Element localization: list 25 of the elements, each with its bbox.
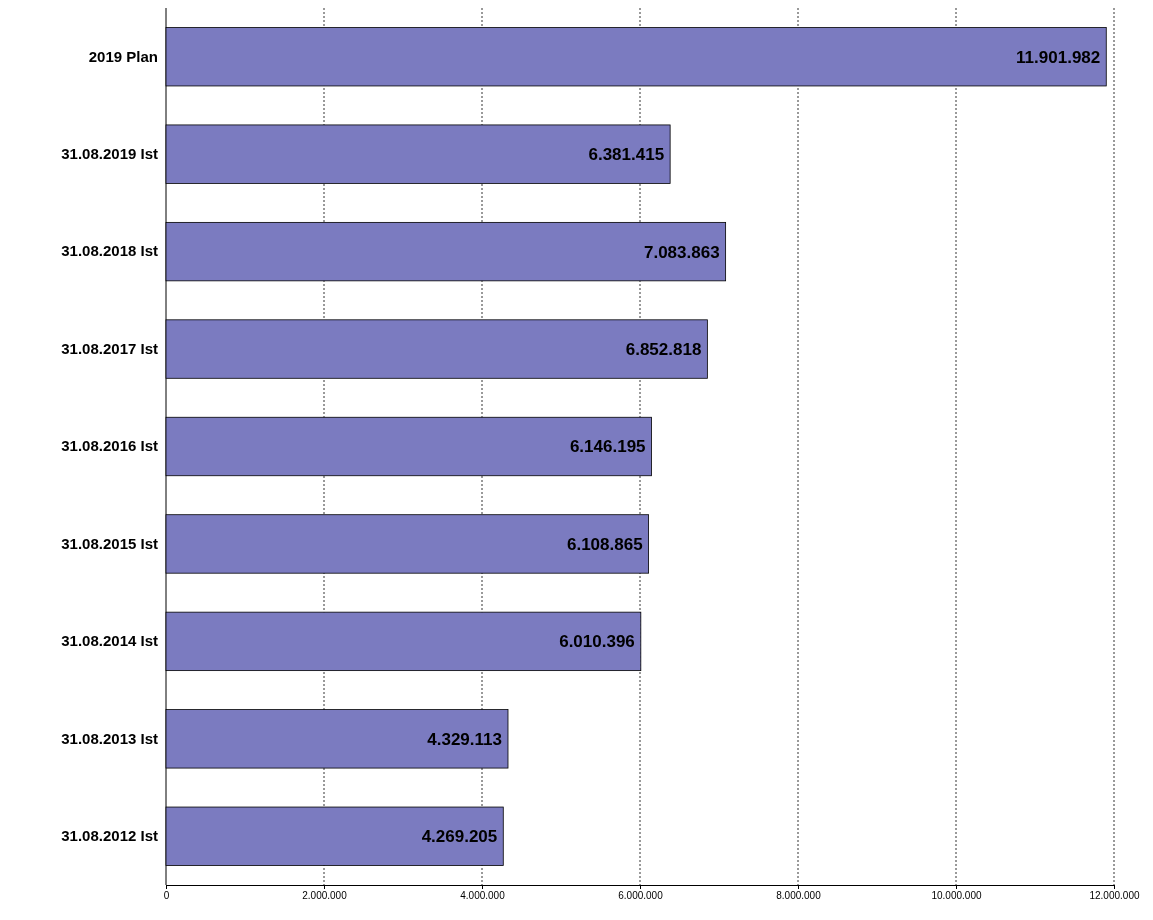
y-tick-label: 31.08.2015 Ist [61,534,158,552]
y-tick-label: 31.08.2014 Ist [61,632,158,650]
x-tick-label: 12.000.000 [1089,890,1140,902]
data-label: 6.108.865 [566,534,643,554]
data-label: 4.269.205 [421,827,498,847]
y-tick-label: 31.08.2016 Ist [61,437,158,455]
x-tick-label: 8.000.000 [776,890,822,902]
x-tick-label: 4.000.000 [460,890,506,902]
data-label: 6.852.818 [625,340,702,360]
y-tick-label: 31.08.2018 Ist [61,242,158,260]
y-tick-label: 31.08.2017 Ist [61,339,158,357]
data-label: 6.010.396 [559,632,635,652]
y-tick-label: 31.08.2019 Ist [61,144,158,162]
y-tick-label: 31.08.2012 Ist [61,827,158,845]
y-tick-label: 2019 Plan [88,47,158,65]
data-label: 6.381.415 [588,145,665,165]
x-tick-label: 2.000.000 [302,890,348,902]
x-tick-label: 10.000.000 [931,890,982,902]
x-tick-label: 6.000.000 [618,890,664,902]
data-label: 11.901.982 [1016,47,1101,67]
x-tick-label: 0 [163,890,170,902]
data-label: 7.083.863 [643,242,720,262]
data-label: 4.329.113 [427,729,502,749]
data-label: 6.146.195 [569,437,646,457]
y-tick-label: 31.08.2013 Ist [61,729,158,747]
